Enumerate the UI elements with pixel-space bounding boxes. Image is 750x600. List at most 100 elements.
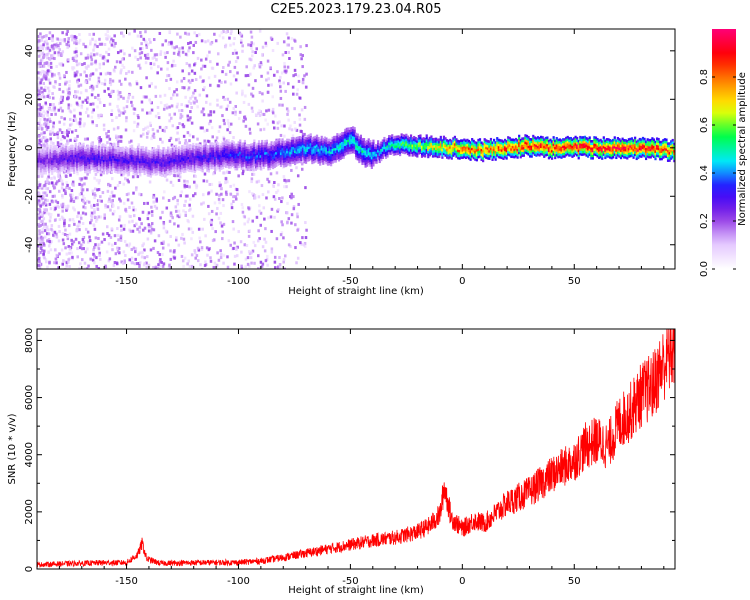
- ridge-cell: [43, 157, 46, 160]
- ridge-cell: [156, 167, 159, 171]
- noise-cell: [169, 213, 172, 217]
- ridge-cell: [334, 143, 337, 146]
- noise-cell: [104, 264, 107, 268]
- noise-cell: [81, 211, 85, 215]
- noise-cell: [255, 47, 258, 51]
- noise-cell: [149, 111, 152, 115]
- ridge-cell: [373, 148, 377, 152]
- noise-cell: [81, 236, 85, 240]
- noise-cell: [66, 130, 69, 134]
- noise-cell: [260, 184, 264, 188]
- noise-cell: [150, 227, 154, 231]
- ridge-cell: [245, 146, 248, 149]
- ridge-cell: [240, 152, 243, 156]
- noise-cell: [50, 181, 54, 185]
- ridge-cell: [107, 148, 110, 152]
- ridge-cell: [187, 149, 190, 152]
- ridge-cell: [229, 158, 232, 162]
- noise-cell: [86, 56, 90, 60]
- noise-cell: [145, 76, 148, 80]
- ridge-cell: [254, 148, 258, 152]
- noise-cell: [47, 122, 50, 126]
- ridge-cell: [270, 158, 273, 161]
- noise-cell: [259, 61, 263, 65]
- noise-cell: [53, 106, 57, 110]
- ridge-cell: [248, 158, 251, 162]
- ridge-cell: [145, 146, 148, 150]
- ridge-cell: [240, 145, 243, 149]
- ridge-cell: [131, 149, 134, 153]
- noise-cell: [108, 257, 112, 261]
- noise-cell: [78, 192, 82, 196]
- ridge-cell: [181, 145, 184, 148]
- ridge-cell: [210, 164, 214, 167]
- ridge-cell: [328, 150, 331, 154]
- ridge-cell: [341, 149, 344, 152]
- noise-cell: [257, 111, 260, 115]
- ridge-cell: [185, 167, 189, 171]
- ridge-cell: [118, 156, 121, 160]
- ridge-cell: [369, 156, 372, 160]
- ridge-cell: [339, 135, 342, 139]
- ridge-cell: [156, 150, 159, 154]
- noise-cell: [159, 50, 163, 54]
- noise-cell: [150, 82, 154, 86]
- ridge-cell: [84, 158, 87, 162]
- noise-cell: [247, 83, 251, 87]
- ridge-cell: [87, 152, 90, 156]
- noise-cell: [100, 199, 103, 203]
- ridge-cell: [228, 163, 231, 167]
- ridge-cell: [284, 142, 287, 146]
- ridge-cell: [315, 158, 319, 162]
- noise-cell: [145, 135, 149, 139]
- noise-cell: [133, 224, 136, 228]
- ridge-cell: [132, 171, 135, 175]
- ridge-cell: [90, 152, 93, 155]
- noise-cell: [75, 63, 79, 67]
- ridge-cell: [353, 148, 356, 152]
- noise-cell: [234, 110, 237, 114]
- ridge-cell: [259, 152, 262, 156]
- ridge-cell: [355, 152, 358, 155]
- ridge-cell: [124, 156, 127, 159]
- noise-cell: [139, 134, 143, 138]
- noise-cell: [61, 50, 65, 54]
- noise-cell: [109, 208, 112, 212]
- noise-cell: [261, 99, 264, 103]
- noise-cell: [278, 120, 281, 124]
- ridge-cell: [171, 157, 174, 161]
- ridge-cell: [275, 154, 278, 158]
- noise-cell: [249, 58, 253, 62]
- ridge-cell: [127, 173, 131, 176]
- ridge-cell: [171, 147, 174, 151]
- noise-cell: [264, 44, 268, 48]
- noise-cell: [106, 34, 109, 38]
- ridge-cell: [236, 145, 239, 149]
- ridge-cell: [289, 144, 292, 148]
- ridge-cell: [231, 140, 234, 143]
- noise-cell: [76, 80, 79, 84]
- noise-cell: [278, 81, 282, 85]
- ridge-cell: [242, 156, 245, 160]
- ridge-cell: [251, 142, 254, 146]
- ridge-cell: [353, 131, 356, 135]
- ridge-cell: [207, 152, 211, 156]
- noise-cell: [222, 204, 225, 208]
- noise-cell: [187, 259, 191, 263]
- ridge-cell: [196, 160, 200, 164]
- ridge-cell: [236, 148, 239, 152]
- ridge-cell: [203, 156, 206, 160]
- ridge-cell: [173, 170, 176, 174]
- ridge-cell: [364, 150, 367, 154]
- noise-cell: [38, 79, 42, 83]
- noise-cell: [247, 217, 251, 221]
- ridge-cell: [292, 137, 295, 140]
- ridge-cell: [156, 172, 159, 176]
- noise-cell: [109, 195, 112, 199]
- ridge-cell: [358, 136, 361, 139]
- noise-cell: [262, 127, 266, 131]
- ridge-cell: [65, 148, 68, 151]
- ridge-cell: [315, 154, 319, 157]
- ridge-cell: [55, 153, 59, 156]
- noise-cell: [86, 230, 90, 234]
